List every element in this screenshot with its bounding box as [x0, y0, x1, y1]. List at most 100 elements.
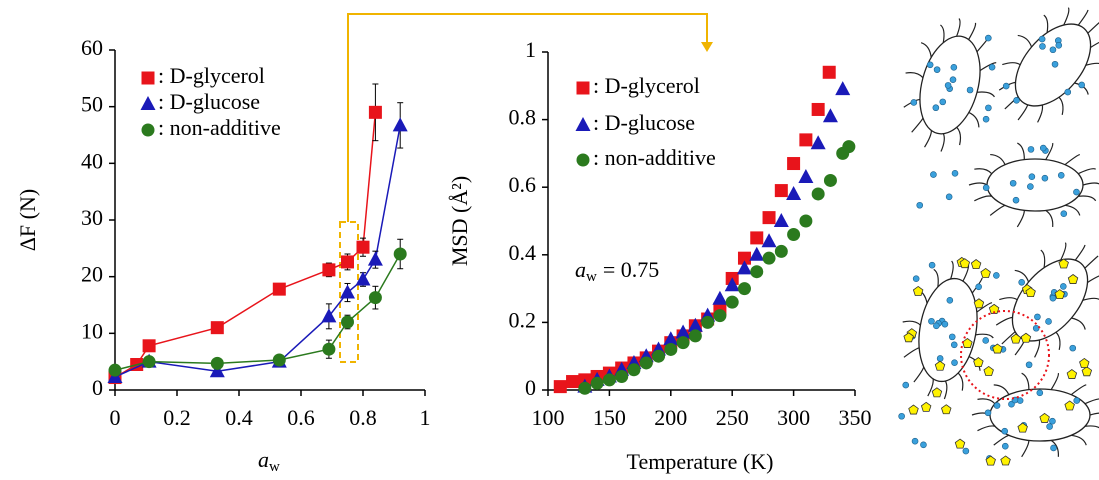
glycerol [1025, 287, 1036, 298]
marker [842, 140, 856, 154]
connector [339, 13, 713, 363]
water [946, 297, 954, 304]
water [1036, 389, 1044, 397]
x-tick-label: 300 [777, 405, 810, 430]
legend-label: : D-glucose [593, 110, 695, 135]
water [1050, 444, 1057, 452]
chain [911, 117, 924, 133]
water [944, 82, 952, 89]
water [1041, 174, 1049, 182]
marker [725, 295, 739, 309]
chain [1077, 9, 1089, 26]
marker [762, 211, 776, 225]
chain [995, 316, 1013, 326]
water [1025, 361, 1033, 369]
chain [1082, 297, 1099, 301]
y-tick-label: 30 [81, 205, 103, 230]
y-tick-label: 0.6 [509, 172, 537, 197]
glycerol [1039, 412, 1050, 423]
water [1057, 172, 1065, 179]
water [1078, 81, 1086, 89]
marker [578, 381, 592, 395]
x-tick-label: 1 [420, 405, 431, 430]
chain [933, 268, 939, 288]
chain [1085, 62, 1099, 66]
water [984, 409, 992, 417]
legend-label: : non-additive [158, 115, 281, 140]
x-tick-label: 150 [593, 405, 626, 430]
water [985, 34, 992, 42]
marker [615, 369, 629, 383]
water [933, 322, 940, 330]
marker [786, 185, 802, 200]
glycerol [980, 267, 991, 278]
glycerol [959, 258, 971, 269]
x-tick-label: 0.4 [225, 405, 253, 430]
water [911, 437, 919, 445]
x-tick-label: 0.8 [349, 405, 377, 430]
water [982, 184, 990, 191]
water [941, 320, 949, 328]
marker [368, 291, 382, 305]
x-tick-label: 0.6 [287, 405, 315, 430]
marker [676, 336, 690, 350]
water [1051, 60, 1059, 68]
water [910, 99, 918, 106]
annotation-text: = 0.75 [603, 257, 659, 282]
glycerol [920, 401, 932, 412]
water [1039, 43, 1046, 50]
chain [999, 297, 1018, 301]
chain [1063, 7, 1070, 26]
chain [1055, 331, 1061, 350]
water [926, 61, 934, 69]
marker [209, 363, 225, 378]
chain [1043, 14, 1049, 33]
water [1073, 397, 1081, 404]
glycerol [908, 404, 919, 415]
marker [355, 271, 371, 286]
chain [1087, 275, 1099, 283]
glycerol [962, 338, 973, 348]
connector-line [347, 13, 708, 222]
glycerol [985, 455, 996, 466]
y-axis-label: MSD (Å²) [447, 176, 472, 266]
marker [787, 228, 801, 242]
marker [687, 317, 703, 332]
chain [1090, 41, 1099, 48]
chain [968, 111, 980, 128]
chain [940, 24, 945, 43]
marker [272, 353, 286, 367]
y-tick-label: 50 [81, 92, 103, 117]
y-tick-label: 0 [92, 375, 103, 400]
chain [1017, 142, 1025, 160]
water [985, 104, 992, 112]
x-tick-label: 350 [839, 405, 872, 430]
water [975, 283, 982, 291]
marker [737, 282, 751, 296]
glycerol [903, 332, 914, 343]
marker [736, 260, 752, 275]
water [916, 201, 924, 209]
chain [971, 277, 983, 294]
marker [724, 277, 740, 292]
water [920, 441, 927, 449]
marker [787, 157, 801, 171]
marker [392, 117, 408, 132]
water [1009, 179, 1017, 187]
marker [749, 246, 765, 261]
chain [1089, 412, 1099, 416]
y-tick-label: 0.8 [509, 105, 537, 130]
glycerol [1054, 289, 1065, 300]
marker [393, 247, 407, 261]
highlight-box [339, 221, 359, 363]
marker [566, 375, 580, 389]
marker [272, 282, 286, 296]
marker [341, 315, 354, 329]
marker [322, 342, 336, 356]
chain [943, 380, 948, 400]
legend-marker [141, 71, 155, 85]
marker [823, 173, 837, 187]
chain [977, 398, 996, 405]
y-tick-label: 60 [81, 35, 103, 60]
legend-label: : D-glycerol [593, 73, 700, 98]
